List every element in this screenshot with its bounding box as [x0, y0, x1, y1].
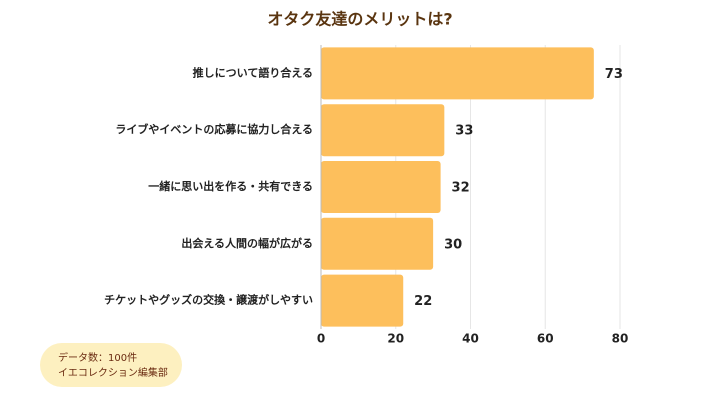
x-tick-label: 0: [317, 332, 325, 346]
note: イエコレクション編集部: [58, 366, 168, 379]
bar: [321, 217, 434, 270]
bar: [321, 104, 445, 157]
bar: [321, 47, 594, 100]
x-tick-label: 60: [537, 332, 554, 346]
data-label: 30: [444, 237, 462, 252]
x-tick-label: 40: [462, 332, 479, 346]
bar: [321, 161, 441, 213]
y-tick-label: ライブやイベントの応募に協力し合える: [115, 122, 313, 136]
y-tick-label: チケットやグッズの交換・譲渡がしやすい: [104, 293, 313, 307]
chart-title: オタク友達のメリットは?: [267, 10, 452, 29]
y-tick-label: 出会える人間の幅が広がる: [181, 236, 313, 250]
note-box: [40, 343, 182, 387]
data-label: 73: [605, 67, 623, 82]
data-label: 22: [414, 294, 432, 309]
bar: [321, 274, 404, 327]
y-tick-label: 一緒に思い出を作る・共有できる: [148, 179, 313, 193]
x-tick-label: 80: [612, 332, 629, 346]
data-label: 32: [452, 181, 470, 196]
data-label: 33: [455, 124, 473, 139]
y-tick-label: 推しについて語り合える: [193, 65, 313, 79]
x-tick-label: 20: [387, 332, 404, 346]
note: データ数：100件: [58, 351, 137, 364]
